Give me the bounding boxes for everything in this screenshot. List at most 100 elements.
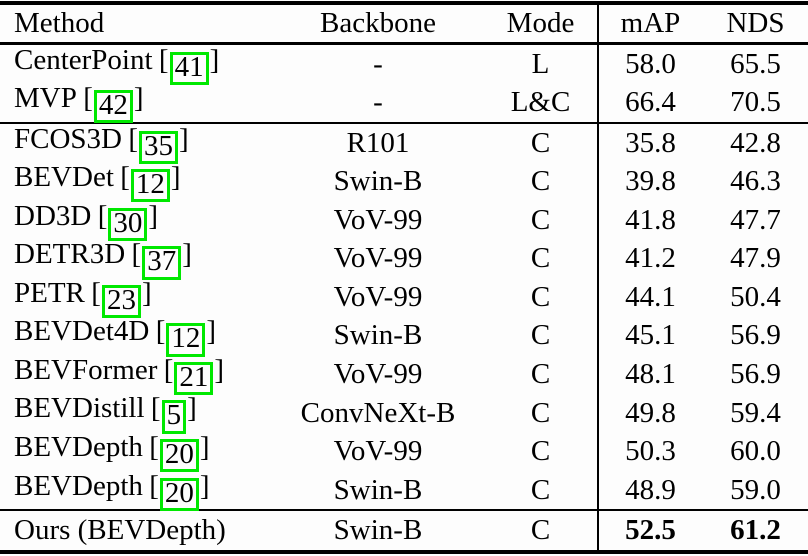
citation-link[interactable]: 12: [166, 323, 206, 357]
method-cell: DD3D[30]: [0, 200, 273, 241]
map-cell: 41.8: [625, 203, 676, 236]
citation: [23]: [91, 276, 152, 319]
map-cell: 66.4: [625, 86, 676, 119]
map-cell: 44.1: [625, 280, 676, 313]
mode-cell: C: [530, 126, 551, 159]
nds-cell: 59.4: [730, 396, 781, 429]
citation-link[interactable]: 21: [174, 361, 214, 396]
citation-open-bracket: [: [163, 353, 174, 386]
citation-close-bracket: ]: [179, 122, 189, 155]
citation-link[interactable]: 12: [130, 169, 170, 203]
backbone-cell: VoV-99: [333, 280, 423, 313]
citation-close-bracket: ]: [199, 469, 210, 502]
method-name: BEVDistill: [14, 392, 145, 425]
method-cell: BEVDistill[5]: [0, 392, 273, 434]
mode-cell: C: [530, 396, 551, 429]
citation: [35]: [128, 122, 189, 164]
citation: [37]: [132, 238, 192, 280]
citation-open-bracket: [: [91, 276, 101, 309]
backbone-cell: VoV-99: [333, 435, 423, 468]
citation-open-bracket: [: [149, 469, 159, 502]
table-row: BEVDepth[20] VoV-99 C 50.3 60.0: [0, 430, 808, 473]
mode-cell: L&C: [510, 86, 571, 119]
header-map: mAP: [620, 7, 681, 39]
nds-cell: 56.9: [730, 358, 781, 391]
citation-link[interactable]: 20: [159, 477, 199, 511]
map-cell: 58.0: [625, 47, 676, 80]
nds-cell: 56.9: [730, 319, 781, 352]
citation: [12]: [155, 315, 217, 357]
citation-link[interactable]: 35: [139, 130, 179, 164]
citation: [5]: [150, 392, 197, 434]
citation-link[interactable]: 5: [161, 400, 187, 434]
table-row: PETR[23] VoV-99 C 44.1 50.4: [0, 276, 808, 319]
citation-link[interactable]: 41: [169, 51, 209, 85]
method-name: BEVDet: [14, 161, 114, 194]
backbone-cell: VoV-99: [333, 358, 423, 391]
table-row: BEVDistill[5] ConvNeXt-B C 49.8 59.4: [0, 392, 808, 434]
citation-link[interactable]: 20: [159, 438, 199, 473]
map-cell: 50.3: [625, 435, 676, 468]
citation-open-bracket: [: [120, 161, 130, 194]
mode-cell: C: [530, 358, 551, 391]
header-nds: NDS: [726, 7, 785, 39]
mode-cell: C: [530, 203, 551, 236]
nds-cell: 47.9: [730, 242, 781, 275]
citation-open-bracket: [: [149, 430, 159, 463]
citation-close-bracket: ]: [209, 43, 220, 76]
citation-open-bracket: [: [97, 199, 108, 232]
method-name: BEVFormer: [14, 353, 158, 386]
backbone-cell: R101: [346, 126, 410, 159]
citation-close-bracket: ]: [148, 199, 159, 232]
map-cell: 45.1: [625, 319, 676, 352]
citation-open-bracket: [: [150, 392, 161, 425]
table-row: BEVDet[12] Swin-B C 39.8 46.3: [0, 161, 808, 203]
nds-cell: 47.7: [730, 203, 781, 236]
method-name: BEVDepth: [14, 469, 143, 502]
header-backbone: Backbone: [320, 7, 436, 39]
backbone-cell: Swin-B: [333, 165, 423, 198]
map-cell: 41.2: [625, 242, 676, 275]
nds-cell: 50.4: [730, 280, 781, 313]
citation-link[interactable]: 23: [101, 284, 141, 319]
map-cell: 52.5: [625, 514, 676, 547]
map-cell: 48.1: [625, 358, 676, 391]
nds-cell: 42.8: [730, 126, 781, 159]
method-cell: PETR[23]: [0, 276, 273, 319]
table-row: DETR3D[37] VoV-99 C 41.2 47.9: [0, 238, 808, 280]
backbone-cell: VoV-99: [333, 242, 423, 275]
citation-link[interactable]: 37: [142, 246, 182, 280]
citation-open-bracket: [: [158, 43, 169, 76]
mode-cell: L: [531, 47, 550, 80]
citation: [20]: [149, 469, 210, 511]
backbone-cell: Swin-B: [333, 473, 423, 506]
method-name: PETR: [14, 276, 85, 309]
citation-close-bracket: ]: [141, 276, 152, 309]
map-cell: 35.8: [625, 126, 676, 159]
backbone-cell: Swin-B: [333, 319, 423, 352]
method-name: BEVDet4D: [14, 315, 150, 348]
citation: [21]: [163, 353, 225, 396]
map-cell: 39.8: [625, 165, 676, 198]
citation-close-bracket: ]: [187, 392, 197, 425]
citation-close-bracket: ]: [199, 430, 210, 463]
table-row: MVP[42] - L&C 66.4 70.5: [0, 82, 808, 125]
citation-link[interactable]: 42: [93, 90, 133, 124]
method-cell: MVP[42]: [0, 82, 273, 124]
backbone-cell: Swin-B: [333, 514, 423, 547]
citation-link[interactable]: 30: [108, 207, 148, 241]
citation-open-bracket: [: [155, 315, 166, 348]
header-mode: Mode: [506, 7, 575, 39]
backbone-cell: -: [373, 86, 383, 119]
citation-close-bracket: ]: [206, 315, 217, 348]
mode-cell: C: [530, 473, 551, 506]
method-cell: BEVDet[12]: [0, 161, 273, 203]
citation: [42]: [83, 82, 144, 124]
method-cell: BEVDepth[20]: [0, 470, 273, 511]
method-name: BEVDepth: [14, 430, 143, 463]
mode-cell: C: [530, 514, 551, 547]
citation-close-bracket: ]: [182, 238, 192, 271]
method-cell: Ours (BEVDepth)[]: [0, 514, 273, 547]
bottom-rule: [0, 550, 808, 554]
citation-close-bracket: ]: [214, 353, 225, 386]
